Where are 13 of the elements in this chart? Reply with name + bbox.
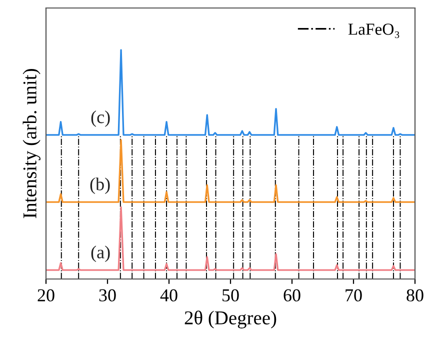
x-tick-label: 80 [406, 289, 424, 302]
series-label: (b) [90, 178, 110, 194]
x-tick-label: 40 [160, 289, 178, 302]
series-label: (a) [91, 246, 110, 262]
x-tick-label: 20 [38, 289, 54, 302]
legend-label: LaFeO₃ [348, 24, 400, 38]
x-tick-label: 30 [99, 289, 116, 302]
x-axis-title: 2θ (Degree) [184, 310, 276, 328]
y-axis-title: Intensity (arb. unit) [22, 69, 40, 218]
x-tick-label: 60 [284, 289, 300, 302]
series-label: (c) [91, 110, 110, 127]
x-tick-label: 50 [222, 289, 239, 302]
x-tick-label: 70 [346, 289, 362, 302]
